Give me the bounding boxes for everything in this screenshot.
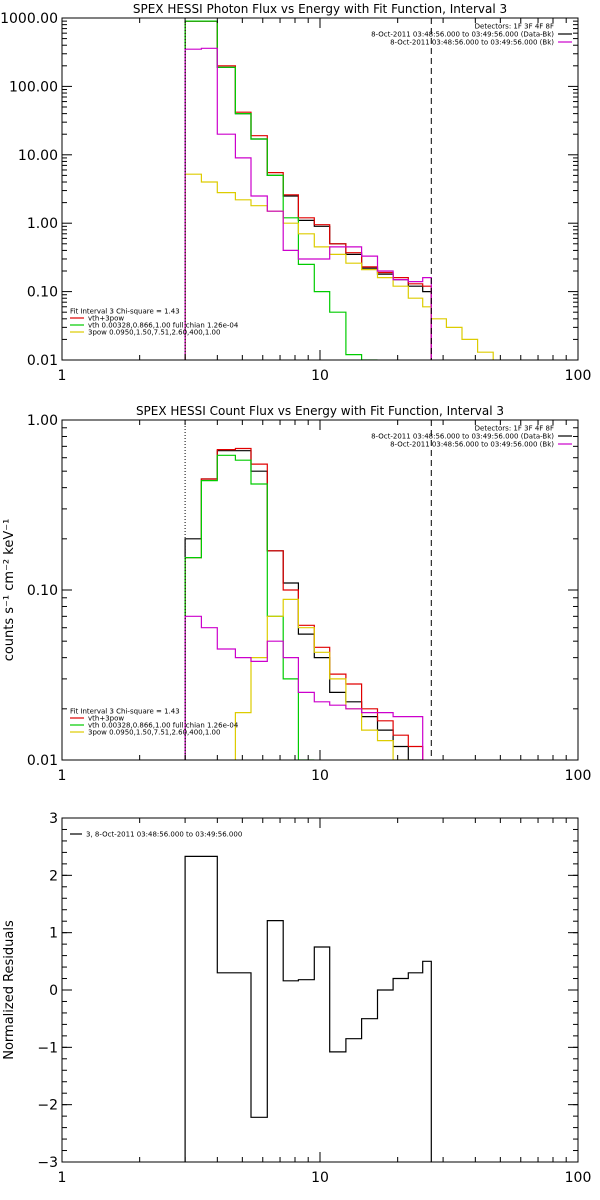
chart-title: SPEX HESSI Photon Flux vs Energy with Fi… [133, 2, 507, 16]
y-tick-label: 0 [49, 983, 58, 999]
series-line-3 [184, 173, 494, 360]
y-tick-label: 1.00 [27, 413, 58, 429]
y-axis-label: counts s⁻¹ cm⁻² keV⁻¹ [2, 519, 17, 662]
legend-text: vth+3pow [88, 715, 124, 723]
x-tick-label: 100 [565, 1170, 592, 1186]
x-tick-label: 10 [311, 768, 329, 784]
y-tick-label: 0.10 [27, 285, 58, 301]
legend-text: vth 0.00328,0.866,1.00 full chian 1.26e-… [88, 722, 239, 730]
y-tick-label: 1.00 [27, 216, 58, 232]
legend-text: 8-Oct-2011 03:48:56.000 to 03:49:56.000 … [371, 31, 554, 39]
plot-area [184, 855, 432, 1162]
y-axis-label: Normalized Residuals [2, 920, 17, 1060]
legend-text: Detectors: 1F 3F 4F 8F [475, 425, 554, 433]
y-tick-label: 2 [49, 868, 58, 884]
legend-text: 3pow 0.0950,1.50,7.51,2.60,400,1.00 [88, 729, 220, 737]
x-tick-label: 10 [311, 368, 329, 384]
y-tick-label: −2 [37, 1098, 58, 1114]
y-tick-label: 10.00 [18, 148, 58, 164]
series-line-2 [184, 454, 315, 760]
y-tick-label: 1000.00 [0, 11, 58, 27]
series-line-1 [184, 20, 432, 360]
legend-text: 3, 8-Oct-2011 03:48:56.000 to 03:49:56.0… [86, 831, 242, 839]
legend-text: 8-Oct-2011 03:48:56.000 to 03:49:56.000 … [371, 433, 554, 441]
series-line-0 [184, 20, 432, 360]
series-line-2 [184, 20, 378, 360]
plot-area [184, 20, 494, 360]
x-tick-label: 100 [565, 768, 592, 784]
x-tick-label: 1 [58, 1170, 67, 1186]
legend-text: Detectors: 1F 3F 4F 8F [475, 23, 554, 31]
series-line-0 [184, 450, 423, 760]
series-line-1 [184, 447, 424, 760]
plot-frame [61, 817, 579, 1163]
x-tick-label: 1 [58, 368, 67, 384]
legend-text: Fit Interval 3 Chi-square = 1.43 [70, 308, 180, 316]
y-tick-label: −1 [37, 1040, 58, 1056]
y-tick-label: 0.10 [27, 583, 58, 599]
series-line-4 [184, 615, 424, 760]
legend-text: vth 0.00328,0.866,1.00 full chian 1.26e-… [88, 322, 239, 330]
x-tick-label: 1 [58, 768, 67, 784]
legend-text: 8-Oct-2011 03:48:56.000 to 03:49:56.000 … [390, 441, 554, 449]
y-tick-label: 3 [49, 811, 58, 827]
series-line-3 [184, 598, 409, 760]
legend-text: 3pow 0.0950,1.50,7.51,2.60,400,1.00 [88, 329, 220, 337]
legend-text: vth+3pow [88, 315, 124, 323]
plot-area [184, 447, 424, 760]
photon-flux-panel: 1 10 100 1000.00 100.00 10.00 1.00 0.10 0.01 SPEX… [0, 2, 591, 384]
legend-text: Fit Interval 3 Chi-square = 1.43 [70, 708, 180, 716]
y-tick-label: 0.01 [27, 753, 58, 769]
chart-title: SPEX HESSI Count Flux vs Energy with Fit… [136, 404, 504, 418]
y-tick-label: 1 [49, 926, 58, 942]
count-flux-panel: 1 10 100 1.00 0.10 0.01 SPEX HESSI Count Flux … [2, 404, 592, 784]
y-tick-label: 100.00 [9, 79, 58, 95]
series-line-4 [184, 47, 432, 360]
y-tick-label: 0.01 [27, 353, 58, 369]
legend-text: 8-Oct-2011 03:48:56.000 to 03:49:56.000 … [390, 39, 554, 47]
x-tick-label: 100 [565, 368, 592, 384]
x-tick-label: 10 [311, 1170, 329, 1186]
y-tick-label: −3 [37, 1155, 58, 1171]
series-line-0 [184, 855, 432, 1162]
